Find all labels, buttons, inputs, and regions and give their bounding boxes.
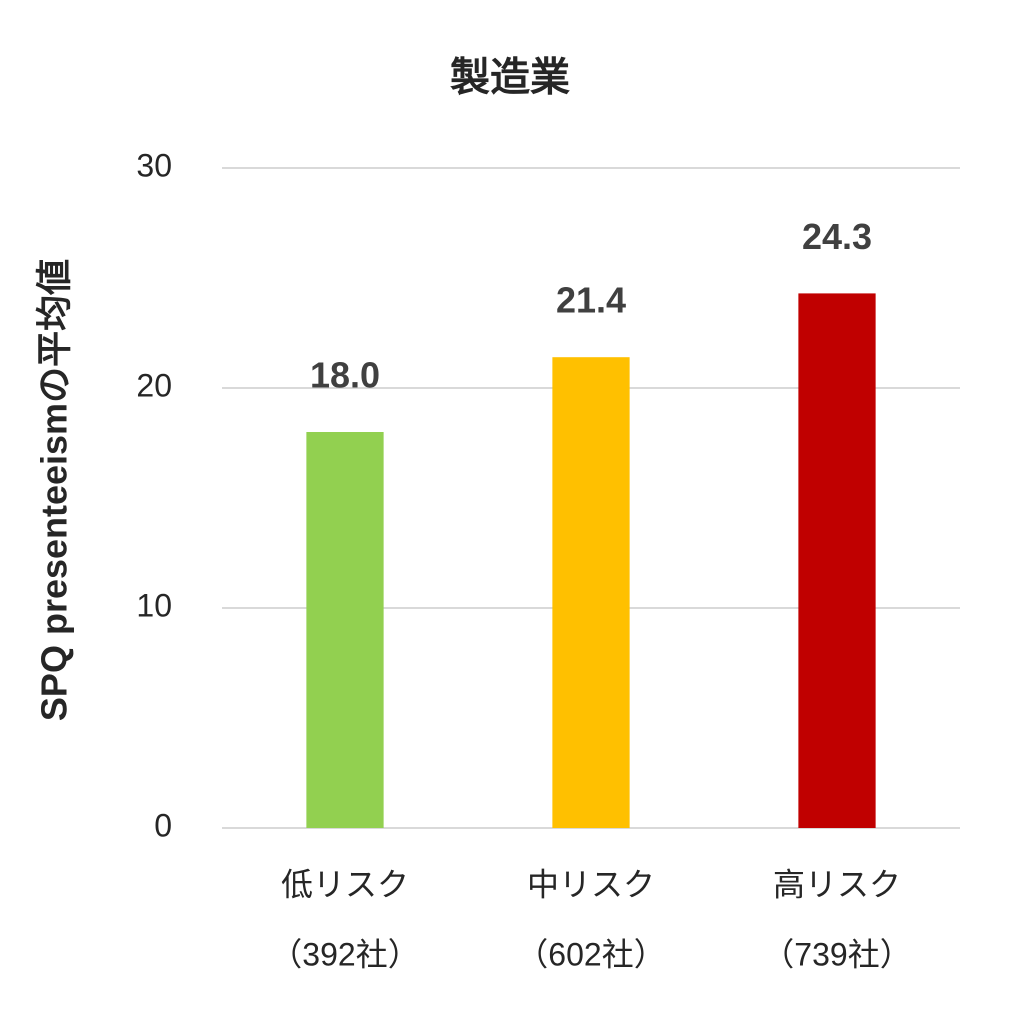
bar (306, 432, 384, 828)
x-tick-label: 低リスク (281, 866, 409, 902)
bar (552, 357, 630, 828)
y-tick-label: 0 (154, 807, 172, 843)
y-tick-label: 10 (136, 587, 172, 623)
y-axis-label: SPQ presenteeismの平均値 (34, 259, 75, 721)
x-tick-label: 高リスク (773, 866, 901, 902)
value-label: 24.3 (802, 216, 872, 257)
value-label: 18.0 (310, 355, 380, 396)
chart-title: 製造業 (450, 56, 570, 100)
y-tick-label: 20 (136, 367, 172, 403)
value-label: 21.4 (556, 280, 626, 321)
x-tick-label: （739社） (762, 936, 911, 972)
x-tick-label: 中リスク (527, 866, 655, 902)
y-tick-label: 30 (136, 147, 172, 183)
bar (798, 293, 876, 828)
x-tick-label: （392社） (270, 936, 419, 972)
x-tick-label: （602社） (516, 936, 665, 972)
